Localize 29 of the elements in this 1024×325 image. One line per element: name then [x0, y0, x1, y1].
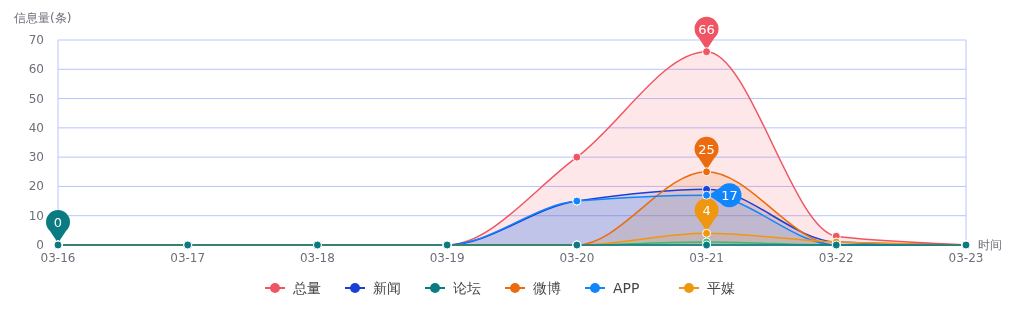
y-tick-label: 20 — [28, 179, 44, 194]
y-axis-title: 信息量(条) — [14, 11, 72, 25]
data-label: 66 — [698, 21, 715, 37]
data-label: 0 — [53, 215, 63, 230]
data-label: 17 — [721, 188, 738, 204]
y-tick-label: 30 — [28, 150, 44, 165]
x-tick-label: 03-22 — [818, 251, 854, 265]
data-label: 25 — [698, 141, 715, 157]
y-tick-label: 10 — [28, 208, 44, 223]
legend-label: APP — [613, 280, 640, 296]
data-label: 4 — [702, 203, 711, 219]
legend-label: 新闻 — [373, 280, 401, 296]
x-tick-label: 03-21 — [689, 251, 725, 265]
legend-label: 论坛 — [453, 280, 481, 296]
x-tick-label: 03-20 — [559, 251, 595, 265]
y-tick-label: 50 — [28, 91, 44, 106]
x-axis-title: 时间 — [978, 238, 1002, 252]
x-tick-label: 03-23 — [948, 251, 984, 265]
x-tick-label: 03-18 — [299, 251, 335, 265]
x-tick-label: 03-19 — [429, 251, 465, 265]
x-tick-label: 03-16 — [40, 251, 76, 265]
y-tick-label: 60 — [28, 62, 44, 77]
legend-label: 微博 — [533, 280, 561, 296]
y-tick-label: 40 — [28, 120, 44, 135]
y-tick-label: 70 — [28, 33, 44, 47]
y-tick-label: 0 — [36, 238, 44, 252]
legend-label: 平媒 — [707, 280, 735, 296]
x-tick-label: 03-17 — [170, 251, 206, 265]
legend-label: 总量 — [292, 280, 321, 296]
